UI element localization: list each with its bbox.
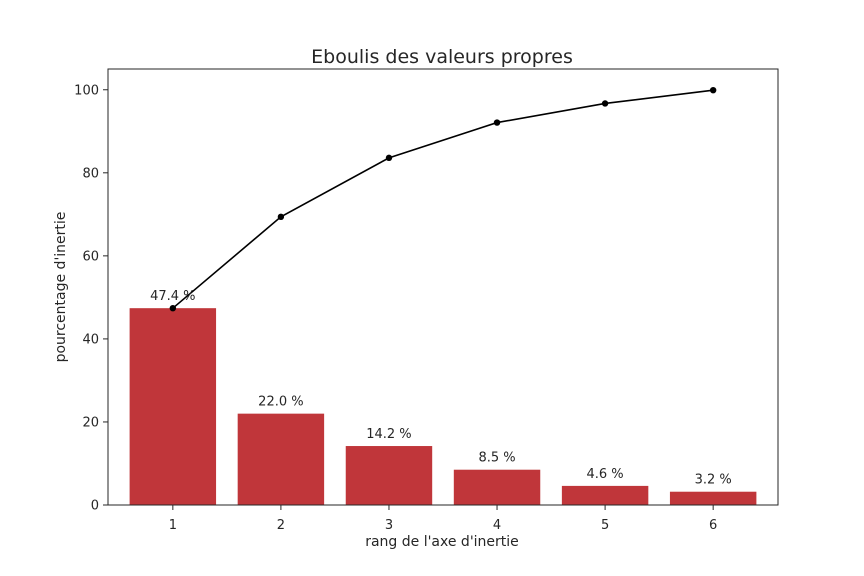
x-tick-label-1: 1 bbox=[169, 518, 177, 533]
bar-2 bbox=[237, 413, 325, 505]
cumulative-line bbox=[172, 89, 714, 309]
cumulative-point-1 bbox=[169, 304, 177, 312]
x-tick-label-5: 5 bbox=[601, 518, 609, 533]
y-axis-label: pourcentage d'inertie bbox=[53, 212, 69, 363]
x-axis-label: rang de l'axe d'inertie bbox=[365, 534, 519, 550]
cumulative-point-6 bbox=[709, 86, 717, 94]
bar-3 bbox=[345, 446, 433, 505]
data-label-4: 8.5 % bbox=[478, 451, 515, 466]
y-axis: 0 20 40 60 80 100 bbox=[74, 83, 108, 514]
y-tick-label-40: 40 bbox=[82, 332, 99, 347]
x-tick-label-4: 4 bbox=[493, 518, 501, 533]
cumulative-point-4 bbox=[493, 119, 501, 126]
plot-frame bbox=[107, 68, 779, 506]
bar-4 bbox=[453, 469, 541, 505]
cumulative-point-2 bbox=[277, 213, 285, 221]
x-tick-label-2: 2 bbox=[277, 518, 285, 533]
cumulative-point-3 bbox=[385, 154, 393, 162]
bar-5 bbox=[561, 485, 649, 505]
y-tick-label-80: 80 bbox=[82, 166, 99, 181]
bar-6 bbox=[669, 491, 757, 505]
cumulative-point-5 bbox=[601, 100, 609, 107]
bar-series bbox=[129, 308, 757, 505]
x-tick-label-6: 6 bbox=[709, 518, 717, 533]
x-axis: 1 2 3 4 5 6 bbox=[169, 505, 717, 533]
y-tick-label-60: 60 bbox=[82, 249, 99, 264]
y-tick-label-20: 20 bbox=[82, 415, 99, 430]
chart-title: Eboulis des valeurs propres bbox=[311, 46, 573, 68]
x-tick-label-3: 3 bbox=[385, 518, 393, 533]
data-labels: 47.4 % 22.0 % 14.2 % 8.5 % 4.6 % 3.2 % bbox=[150, 289, 732, 488]
bar-1 bbox=[129, 308, 217, 505]
data-label-3: 14.2 % bbox=[366, 427, 411, 442]
y-tick-label-100: 100 bbox=[74, 83, 99, 98]
data-label-2: 22.0 % bbox=[258, 395, 303, 410]
cumulative-line-series bbox=[169, 86, 717, 312]
data-label-1: 47.4 % bbox=[150, 289, 195, 304]
data-label-6: 3.2 % bbox=[695, 473, 732, 488]
y-tick-label-0: 0 bbox=[91, 499, 99, 514]
data-label-5: 4.6 % bbox=[587, 467, 624, 482]
